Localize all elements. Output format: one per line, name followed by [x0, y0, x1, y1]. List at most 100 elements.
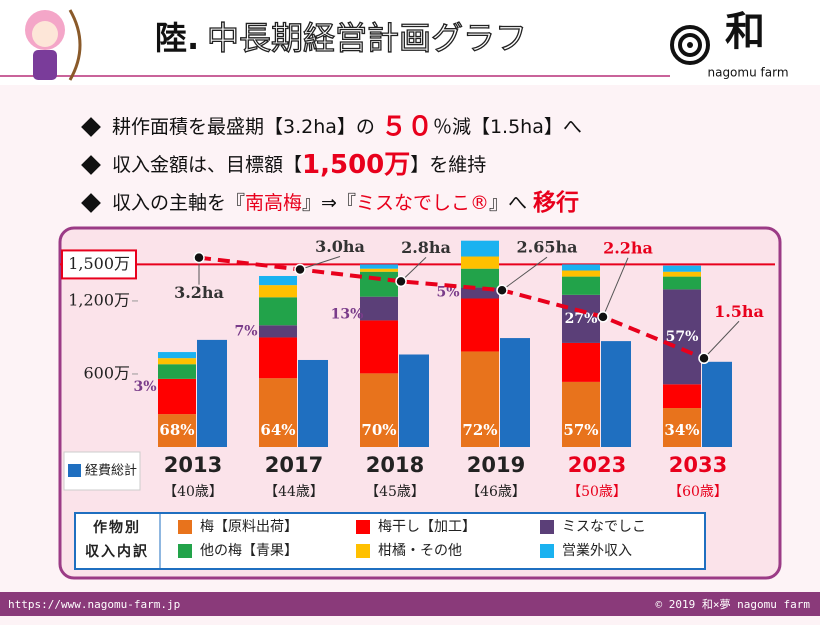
area-label: 3.2ha [174, 283, 224, 302]
expense-bar [197, 339, 227, 447]
legend-title: 作物別 [93, 519, 141, 536]
bar-segment [562, 264, 600, 271]
x-tick-label: 2013 [164, 453, 222, 477]
bar-segment [259, 297, 297, 326]
bar-segment [259, 378, 297, 447]
ume-share-label: 57% [563, 421, 598, 439]
bar-segment [663, 276, 701, 290]
bullet-diamond [81, 155, 101, 175]
target-box [61, 249, 137, 280]
bar-segment [360, 296, 398, 321]
bar-segment [360, 268, 398, 272]
title: 中長期経営計画グラフ [207, 19, 527, 57]
expense-legend-swatch [68, 464, 81, 477]
bullet-segment: 1,500万 [302, 150, 410, 180]
bar-segment [461, 240, 499, 257]
bullet-segment: ５０ [381, 112, 433, 142]
bullet-segment: ％減【1.5ha】へ [433, 116, 582, 138]
area-point [698, 352, 710, 364]
bullet-diamond [81, 193, 101, 213]
age-label: 【50歳】 [567, 484, 627, 500]
bar-segment [562, 294, 600, 343]
bar-segment [461, 351, 499, 447]
logo: 和 nagomu farm [670, 8, 789, 80]
nadeshiko-share-label: 13% [331, 306, 364, 322]
legend-swatch [356, 520, 370, 534]
bar-segment [663, 289, 701, 385]
legend-swatch [178, 544, 192, 558]
leader-line [602, 257, 629, 318]
legend-swatch [178, 520, 192, 534]
bar-segment [663, 271, 701, 277]
expense-legend-label: 経費総計 [85, 463, 137, 479]
bullet-segment: 収入の主軸を『 [112, 192, 245, 214]
expense-bar [500, 338, 530, 447]
footer-url: https://www.nagomu-farm.jp [8, 598, 180, 611]
area-label: 2.2ha [603, 238, 653, 257]
bar-segment [461, 268, 499, 288]
bullet-segment: 移行 [533, 189, 579, 216]
bullet-segment: 収入金額は、目標額【 [112, 154, 302, 176]
bar-segment [158, 414, 196, 447]
y-tick-label: 1,500万 [68, 254, 130, 273]
logo-text: nagomu farm [707, 66, 788, 80]
expense-bar [298, 359, 328, 447]
bar-segment [562, 276, 600, 295]
bar-segment [562, 270, 600, 277]
bar-segment [461, 287, 499, 299]
legend-swatch [356, 544, 370, 558]
area-label: 2.8ha [401, 238, 451, 257]
legend-label: 梅【原料出荷】 [200, 519, 298, 535]
ume-share-label: 64% [260, 421, 295, 439]
bullet-line: 耕作面積を最盛期【3.2ha】の ５０％減【1.5ha】へ [112, 112, 582, 142]
expense-bar [601, 341, 631, 447]
bar-segment [360, 320, 398, 374]
bullet-line: 収入の主軸を『南高梅』⇒『ミスなでしこ®』へ 移行 [112, 189, 579, 216]
legend-label: 柑橘・その他 [378, 543, 462, 559]
area-line [198, 255, 705, 361]
y-tick-label: 600万 [83, 363, 130, 382]
header-band [0, 0, 820, 85]
ume-share-label: 68% [159, 421, 194, 439]
bar-segment [663, 384, 701, 409]
age-label: 【40歳】 [163, 484, 223, 500]
nadeshiko-share-label: 5% [436, 285, 459, 301]
legend-label: ミスなでしこ [562, 519, 646, 535]
x-tick-label: 2017 [265, 453, 323, 477]
ume-share-label: 72% [462, 421, 497, 439]
legend-title: 収入内訳 [85, 543, 149, 560]
bar-segment [259, 285, 297, 298]
x-tick-label: 2033 [669, 453, 727, 477]
legend-swatch [540, 520, 554, 534]
leader-line [703, 320, 740, 359]
nadeshiko-share-label: 3% [133, 379, 156, 395]
y-tick-label: 1,200万 [68, 290, 130, 309]
leader-line [299, 256, 341, 270]
age-label: 【46歳】 [466, 484, 526, 500]
chart: 600万 1,200万 1,500万 68% 3% 2013 【40歳】 64% 7% 2017 【… [60, 237, 775, 570]
bullets: 耕作面積を最盛期【3.2ha】の ５０％減【1.5ha】へ収入金額は、目標額【1… [81, 112, 582, 216]
bar-segment [360, 271, 398, 297]
area-point [496, 284, 508, 296]
bullet-diamond [81, 117, 101, 137]
expense-bar [399, 354, 429, 447]
leader-line [400, 256, 427, 282]
area-label: 1.5ha [714, 302, 764, 321]
expense-bar [702, 361, 732, 447]
bar-segment [663, 265, 701, 272]
title-lead: 陸. [155, 19, 199, 57]
x-tick-label: 2018 [366, 453, 424, 477]
bullet-segment: ミスなでしこ® [356, 192, 489, 214]
ume-share-label: 34% [664, 421, 699, 439]
bar-segment [562, 342, 600, 382]
legend-label: 営業外収入 [562, 543, 632, 559]
age-label: 【44歳】 [264, 484, 324, 500]
ume-share-label: 70% [361, 421, 396, 439]
bar-segment [158, 352, 196, 359]
area-point [294, 263, 306, 276]
bullet-segment: 』⇒『 [302, 192, 356, 214]
legend-swatch [540, 544, 554, 558]
bar-segment [158, 358, 196, 365]
bar-segment [259, 275, 297, 286]
